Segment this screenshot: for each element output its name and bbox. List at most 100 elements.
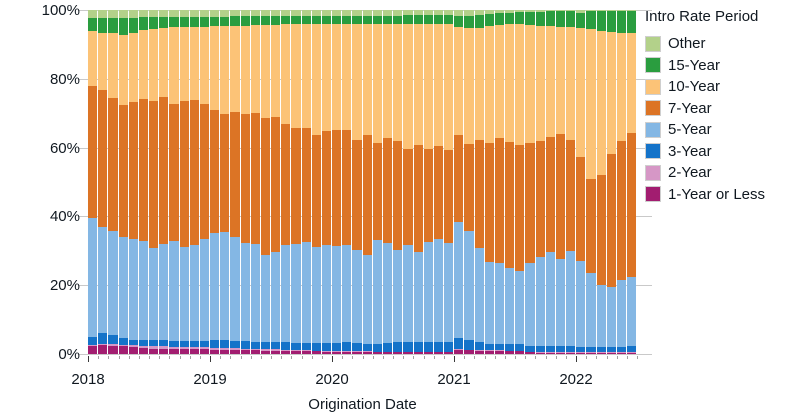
segment-10-year	[444, 24, 454, 150]
segment-5-year	[149, 248, 159, 340]
segment-other	[159, 10, 169, 17]
segment-7-year	[454, 134, 464, 222]
segment-2-year	[169, 346, 179, 349]
segment-other	[189, 10, 199, 17]
segment-2-year	[108, 344, 118, 346]
segment-15-year	[474, 15, 484, 29]
bar-2019-01	[210, 10, 220, 354]
x-tick-minor	[555, 356, 557, 359]
x-tick-minor	[250, 356, 252, 359]
segment-3-year	[596, 347, 606, 353]
bar-2019-07	[271, 10, 281, 354]
x-tick-minor	[616, 356, 618, 359]
segment-15-year	[494, 13, 505, 25]
x-tick-minor	[464, 356, 466, 359]
segment-3-year	[555, 346, 566, 352]
segment-1-year-or-less	[403, 352, 413, 354]
segment-5-year	[281, 244, 291, 343]
segment-1-year-or-less	[393, 352, 403, 354]
legend-title: Intro Rate Period	[645, 8, 759, 25]
bar-2020-12	[444, 10, 454, 354]
legend-item-2-year: 2-Year	[645, 162, 797, 184]
segment-15-year	[240, 16, 250, 26]
segment-other	[199, 10, 210, 17]
segment-3-year	[494, 344, 505, 351]
segment-15-year	[515, 12, 525, 25]
segment-5-year	[118, 236, 128, 339]
segment-15-year	[342, 15, 352, 25]
segment-10-year	[555, 26, 566, 134]
segment-3-year	[372, 343, 382, 352]
segment-10-year	[433, 24, 444, 146]
segment-5-year	[159, 244, 169, 341]
segment-2-year	[515, 350, 525, 352]
segment-5-year	[128, 239, 138, 340]
segment-1-year-or-less	[128, 347, 138, 354]
segment-7-year	[413, 144, 423, 252]
segment-2-year	[545, 351, 555, 353]
segment-other	[352, 10, 362, 16]
x-tick-minor	[301, 356, 303, 359]
segment-1-year-or-less	[362, 351, 372, 354]
segment-1-year-or-less	[301, 351, 311, 354]
segment-other	[586, 10, 596, 12]
legend-swatch-5-year	[645, 121, 661, 138]
segment-5-year	[362, 254, 372, 344]
legend-item-15-year: 15-Year	[645, 55, 797, 77]
segment-10-year	[505, 24, 515, 142]
segment-2-year	[332, 350, 342, 352]
bar-2020-11	[433, 10, 444, 354]
segment-other	[301, 10, 311, 16]
segment-3-year	[413, 341, 423, 352]
bar-2020-02	[342, 10, 352, 354]
segment-5-year	[596, 285, 606, 348]
segment-other	[311, 10, 321, 16]
segment-other	[423, 10, 433, 16]
bar-2020-06	[382, 10, 393, 354]
segment-3-year	[454, 337, 464, 349]
bar-2019-11	[311, 10, 321, 354]
segment-2-year	[199, 347, 210, 350]
segment-1-year-or-less	[332, 351, 342, 354]
segment-other	[372, 10, 382, 16]
x-tick-minor	[260, 356, 262, 359]
x-tick-minor	[352, 356, 354, 359]
segment-5-year	[413, 251, 423, 342]
segment-7-year	[291, 128, 301, 245]
segment-15-year	[332, 15, 342, 25]
segment-15-year	[545, 11, 555, 26]
segment-2-year	[118, 345, 128, 347]
segment-other	[98, 10, 108, 18]
legend-label-1-year-or-less: 1-Year or Less	[668, 185, 766, 203]
segment-15-year	[586, 11, 596, 30]
segment-5-year	[189, 245, 199, 342]
segment-15-year	[464, 15, 474, 28]
x-tick-minor	[382, 356, 384, 359]
segment-7-year	[240, 114, 250, 243]
segment-2-year	[505, 350, 515, 352]
segment-5-year	[586, 273, 596, 348]
segment-5-year	[566, 250, 576, 347]
segment-10-year	[403, 23, 413, 149]
segment-other	[403, 10, 413, 16]
legend-items: Other 15-Year 10-Year 7-Year 5-Year 3-Year 2-Y…	[645, 33, 797, 205]
bar-2019-06	[260, 10, 271, 354]
segment-5-year	[260, 254, 271, 342]
bar-2021-07	[515, 10, 525, 354]
segment-15-year	[433, 15, 444, 25]
segment-2-year	[230, 348, 240, 350]
x-tick-minor	[240, 356, 242, 359]
x-tick-label-2020: 2020	[315, 371, 349, 388]
x-tick-major	[454, 356, 455, 362]
legend-label-15-year: 15-Year	[668, 56, 720, 74]
legend-label-5-year: 5-Year	[668, 121, 712, 139]
segment-10-year	[545, 25, 555, 138]
segment-15-year	[535, 11, 545, 26]
bar-2018-02	[98, 10, 108, 354]
segment-10-year	[250, 25, 260, 114]
segment-10-year	[515, 24, 525, 145]
segment-other	[321, 10, 332, 16]
segment-1-year-or-less	[505, 351, 515, 354]
segment-7-year	[342, 129, 352, 245]
segment-3-year	[627, 345, 637, 353]
